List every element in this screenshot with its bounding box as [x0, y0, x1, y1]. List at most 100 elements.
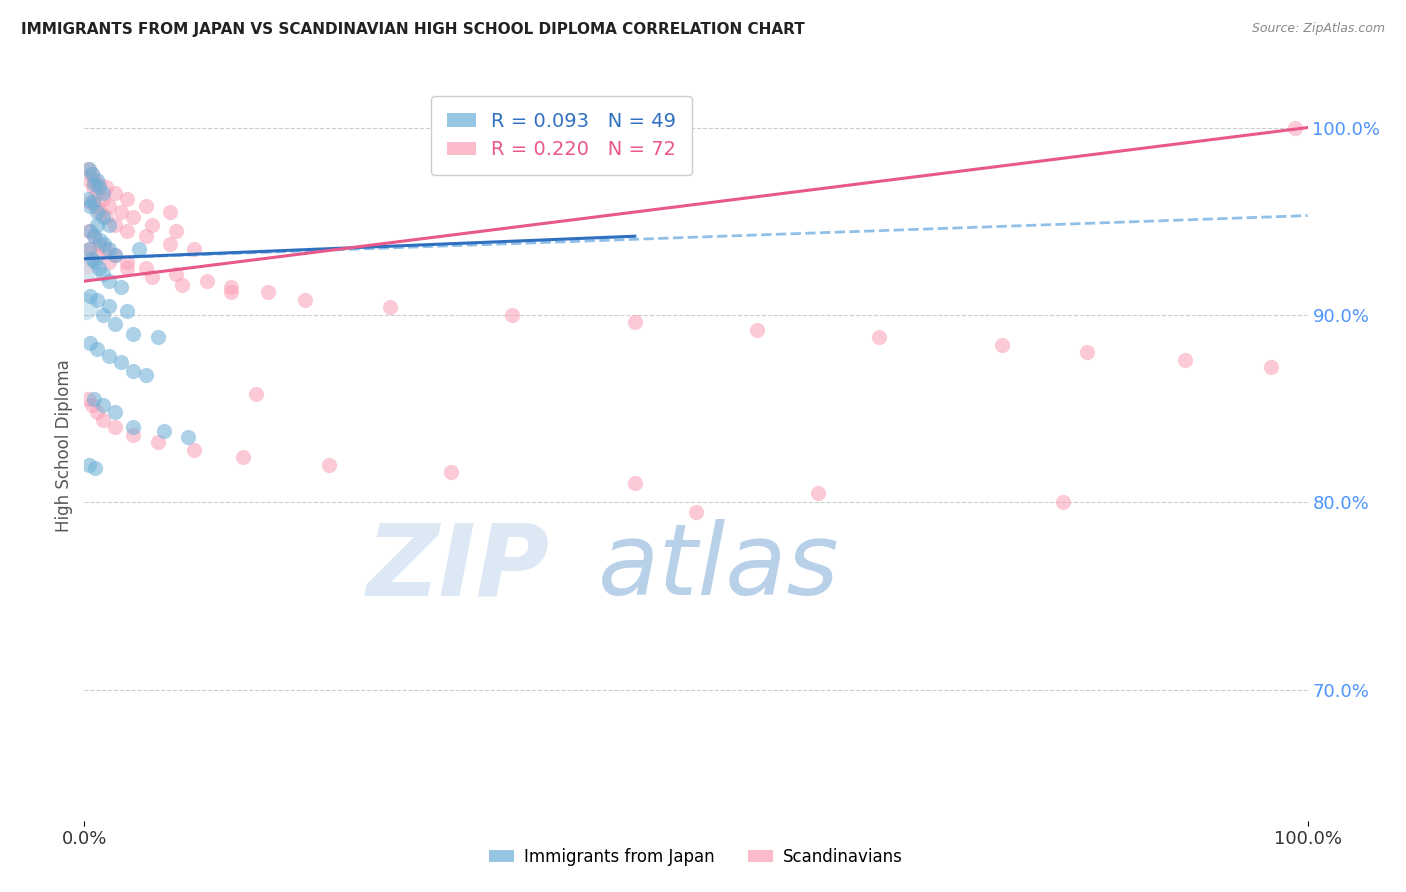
Point	[83, 392, 105, 407]
Point	[79, 289, 101, 303]
Y-axis label: High School Diploma: High School Diploma	[55, 359, 73, 533]
Point	[91, 211, 114, 225]
Point	[141, 218, 163, 232]
Point	[183, 442, 205, 457]
Point	[87, 180, 110, 194]
Point	[77, 224, 100, 238]
Point	[87, 261, 110, 276]
Text: IMMIGRANTS FROM JAPAN VS SCANDINAVIAN HIGH SCHOOL DIPLOMA CORRELATION CHART: IMMIGRANTS FROM JAPAN VS SCANDINAVIAN HI…	[21, 22, 804, 37]
Point	[86, 405, 108, 419]
Point	[1052, 495, 1074, 509]
Point	[104, 405, 127, 419]
Point	[115, 255, 138, 269]
Point	[624, 315, 647, 329]
Point	[86, 342, 108, 356]
Point	[122, 420, 145, 434]
Point	[83, 229, 105, 244]
Point	[82, 195, 104, 210]
Point	[96, 211, 118, 225]
Point	[165, 224, 187, 238]
Point	[159, 236, 181, 251]
Point	[502, 308, 524, 322]
Point	[146, 330, 169, 344]
Point	[135, 261, 157, 276]
Point	[91, 413, 114, 427]
Point	[91, 308, 114, 322]
Point	[86, 186, 108, 201]
Point	[77, 161, 100, 176]
Point	[232, 450, 254, 465]
Point	[747, 323, 769, 337]
Point	[440, 465, 463, 479]
Point	[294, 293, 316, 307]
Point	[183, 243, 205, 257]
Point	[104, 248, 127, 262]
Point	[97, 218, 120, 232]
Point	[128, 243, 150, 257]
Point	[87, 177, 110, 191]
Point	[89, 233, 111, 247]
Point	[146, 435, 169, 450]
Point	[80, 168, 103, 182]
Point	[86, 205, 108, 219]
Point	[84, 461, 107, 475]
Point	[80, 168, 103, 182]
Point	[115, 261, 138, 276]
Point	[77, 173, 100, 187]
Point	[219, 280, 242, 294]
Point	[91, 398, 114, 412]
Point	[110, 355, 132, 369]
Point	[79, 243, 101, 257]
Point	[83, 229, 105, 244]
Point	[82, 180, 104, 194]
Point	[115, 192, 138, 206]
Point	[122, 427, 145, 442]
Point	[83, 177, 105, 191]
Point	[79, 224, 101, 238]
Point	[135, 199, 157, 213]
Point	[89, 205, 111, 219]
Point	[1076, 345, 1098, 359]
Point	[219, 285, 242, 300]
Point	[104, 248, 127, 262]
Point	[1260, 360, 1282, 375]
Point	[991, 338, 1014, 352]
Point	[97, 243, 120, 257]
Point	[141, 270, 163, 285]
Point	[104, 318, 127, 332]
Point	[318, 458, 340, 472]
Point	[93, 236, 115, 251]
Point	[104, 186, 127, 201]
Point	[73, 252, 96, 266]
Point	[91, 192, 114, 206]
Point	[122, 211, 145, 225]
Point	[97, 299, 120, 313]
Point	[153, 424, 176, 438]
Point	[1284, 120, 1306, 135]
Point	[685, 505, 707, 519]
Point	[97, 349, 120, 363]
Point	[79, 199, 101, 213]
Point	[77, 243, 100, 257]
Legend: Immigrants from Japan, Scandinavians: Immigrants from Japan, Scandinavians	[482, 841, 910, 872]
Point	[115, 224, 138, 238]
Point	[86, 218, 108, 232]
Point	[122, 326, 145, 341]
Point	[86, 293, 108, 307]
Point	[135, 229, 157, 244]
Point	[79, 336, 101, 351]
Text: Source: ZipAtlas.com: Source: ZipAtlas.com	[1251, 22, 1385, 36]
Point	[79, 195, 101, 210]
Point	[177, 430, 200, 444]
Point	[104, 218, 127, 232]
Point	[624, 476, 647, 491]
Point	[135, 368, 157, 382]
Point	[195, 274, 218, 288]
Point	[77, 161, 100, 176]
Text: ZIP: ZIP	[366, 519, 550, 616]
Point	[87, 236, 110, 251]
Point	[96, 243, 118, 257]
Point	[80, 252, 103, 266]
Point	[86, 173, 108, 187]
Point	[77, 458, 100, 472]
